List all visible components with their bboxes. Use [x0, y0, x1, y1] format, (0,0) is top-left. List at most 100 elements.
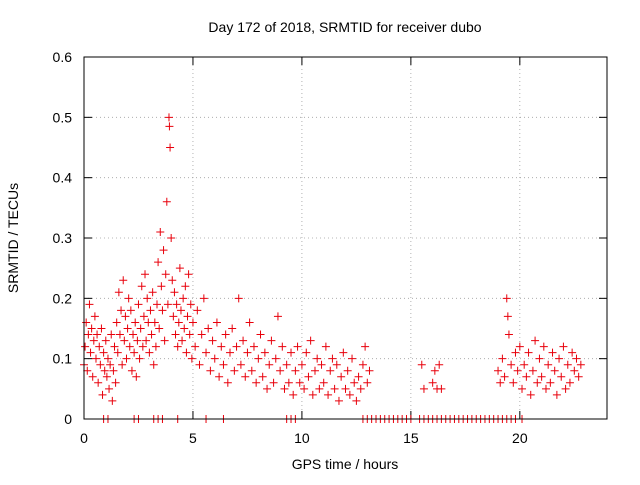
data-point — [435, 360, 444, 369]
data-point — [202, 348, 211, 357]
data-point — [113, 348, 122, 357]
y-tick-label: 0.3 — [53, 230, 73, 246]
data-point — [199, 294, 208, 303]
data-point — [119, 276, 128, 285]
data-point — [132, 372, 141, 381]
data-point — [428, 378, 437, 387]
data-point — [122, 354, 131, 363]
data-point — [178, 336, 187, 345]
data-point — [295, 378, 304, 387]
data-point — [215, 372, 224, 381]
data-point — [348, 354, 357, 363]
data-point — [511, 348, 520, 357]
data-point — [191, 342, 200, 351]
data-point — [217, 342, 226, 351]
data-point — [258, 372, 267, 381]
data-point — [341, 384, 350, 393]
data-point — [256, 330, 265, 339]
data-point — [175, 264, 184, 273]
data-point — [260, 348, 269, 357]
axis-ticks: 0 0.1 0.2 0.3 0.4 0.5 0.6 0 5 10 15 20 — [53, 49, 607, 446]
data-point — [124, 294, 133, 303]
y-tick-label: 0.6 — [53, 49, 73, 65]
data-point — [134, 300, 143, 309]
data-point — [365, 366, 374, 375]
data-point — [533, 378, 542, 387]
data-point — [310, 366, 319, 375]
data-point — [531, 336, 540, 345]
data-point — [520, 360, 529, 369]
data-point — [356, 384, 365, 393]
data-point — [157, 282, 166, 291]
data-point — [109, 366, 118, 375]
data-point — [146, 306, 155, 315]
data-point — [114, 288, 123, 297]
data-point — [81, 342, 90, 351]
data-point — [147, 330, 156, 339]
data-point — [419, 384, 428, 393]
data-point — [168, 276, 177, 285]
data-point — [284, 378, 293, 387]
data-point — [179, 294, 188, 303]
data-point — [159, 246, 168, 255]
data-point — [526, 390, 535, 399]
data-point — [164, 113, 173, 122]
data-point — [263, 384, 272, 393]
data-point — [186, 300, 195, 309]
data-point — [83, 366, 92, 375]
data-point — [163, 300, 172, 309]
data-point — [160, 336, 169, 345]
data-point — [115, 330, 124, 339]
data-point — [504, 330, 513, 339]
data-point — [108, 396, 117, 405]
data-point — [319, 378, 328, 387]
data-point — [133, 336, 142, 345]
data-point — [289, 390, 298, 399]
data-point — [243, 348, 252, 357]
data-point — [182, 348, 191, 357]
data-point — [149, 360, 158, 369]
data-point — [304, 372, 313, 381]
data-point — [494, 366, 503, 375]
data-point — [522, 372, 531, 381]
data-point — [273, 312, 282, 321]
data-point — [234, 294, 243, 303]
data-point — [496, 378, 505, 387]
data-point — [503, 312, 512, 321]
data-point — [502, 294, 511, 303]
data-point — [88, 372, 97, 381]
data-point — [358, 360, 367, 369]
data-point — [105, 384, 114, 393]
data-point — [89, 336, 98, 345]
data-point — [193, 306, 202, 315]
data-point — [563, 360, 572, 369]
data-point — [138, 342, 147, 351]
data-point — [555, 354, 564, 363]
data-point — [96, 360, 105, 369]
data-point — [498, 354, 507, 363]
data-point — [548, 348, 557, 357]
data-point — [249, 342, 258, 351]
data-point — [332, 360, 341, 369]
y-tick-label: 0 — [64, 411, 72, 427]
data-point — [95, 342, 104, 351]
data-point — [184, 270, 193, 279]
data-point — [265, 360, 274, 369]
data-point — [241, 372, 250, 381]
data-point — [350, 378, 359, 387]
data-point — [90, 312, 99, 321]
data-point — [557, 372, 566, 381]
data-point — [269, 378, 278, 387]
data-point — [228, 324, 237, 333]
data-point — [354, 372, 363, 381]
data-point — [210, 354, 219, 363]
data-point — [197, 330, 206, 339]
data-point — [328, 354, 337, 363]
data-point — [278, 342, 287, 351]
data-point — [208, 336, 217, 345]
data-point — [330, 384, 339, 393]
data-point — [334, 396, 343, 405]
data-point — [143, 294, 152, 303]
data-point — [363, 378, 372, 387]
data-point — [293, 342, 302, 351]
